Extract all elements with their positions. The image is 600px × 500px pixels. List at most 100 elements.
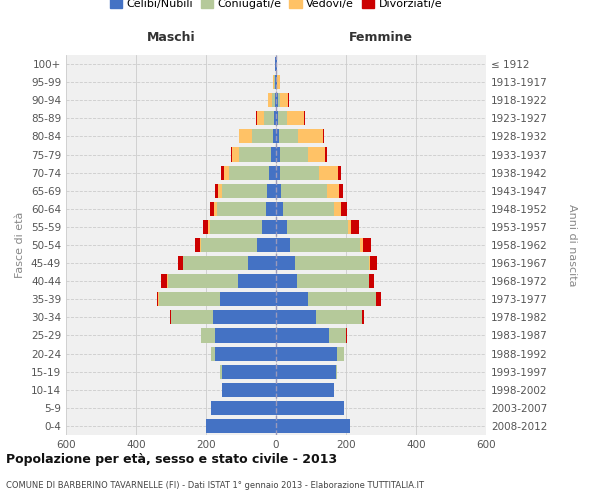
Bar (276, 292, 308, 306)
Bar (279, 130, 298, 143)
Bar (276, 202, 283, 216)
Bar (273, 75, 274, 89)
Bar (276, 148, 280, 162)
Bar (209, 220, 262, 234)
Bar (335, 364, 337, 378)
Bar (290, 238, 360, 252)
Bar (222, 364, 276, 378)
Bar (362, 310, 364, 324)
Bar (170, 310, 171, 324)
Bar (287, 112, 304, 126)
Bar (280, 148, 308, 162)
Bar (278, 112, 287, 126)
Legend: Celibi/Nubili, Coniugati/e, Vedovi/e, Divorziati/e: Celibi/Nubili, Coniugati/e, Vedovi/e, Di… (106, 0, 446, 14)
Bar (183, 256, 248, 270)
Bar (271, 148, 276, 162)
Bar (316, 310, 362, 324)
Bar (206, 419, 276, 433)
Bar (161, 274, 167, 288)
Bar (223, 166, 229, 179)
Bar (257, 112, 264, 126)
Bar (213, 310, 276, 324)
Bar (201, 328, 215, 342)
Bar (276, 346, 337, 360)
Bar (251, 130, 272, 143)
Bar (278, 93, 280, 108)
Bar (276, 75, 277, 89)
Bar (369, 256, 370, 270)
Bar (363, 238, 371, 252)
Bar (268, 93, 272, 108)
Bar (215, 346, 276, 360)
Bar (351, 220, 359, 234)
Bar (287, 220, 348, 234)
Bar (280, 166, 319, 179)
Bar (229, 166, 269, 179)
Bar (325, 148, 327, 162)
Bar (304, 112, 305, 126)
Y-axis label: Fasce di età: Fasce di età (16, 212, 25, 278)
Bar (167, 274, 238, 288)
Bar (276, 310, 316, 324)
Bar (238, 274, 276, 288)
Bar (276, 364, 335, 378)
Bar (222, 382, 276, 397)
Bar (319, 166, 338, 179)
Bar (214, 202, 217, 216)
Bar (276, 328, 329, 342)
Bar (209, 202, 214, 216)
Bar (280, 93, 288, 108)
Text: COMUNE DI BARBERINO TAVARNELLE (FI) - Dati ISTAT 1° gennaio 2013 - Elaborazione : COMUNE DI BARBERINO TAVARNELLE (FI) - Da… (6, 481, 424, 490)
Bar (276, 130, 279, 143)
Bar (208, 220, 209, 234)
Y-axis label: Anni di nascita: Anni di nascita (567, 204, 577, 286)
Bar (276, 166, 280, 179)
Bar (178, 256, 182, 270)
Bar (159, 292, 220, 306)
Bar (171, 310, 213, 324)
Bar (272, 93, 275, 108)
Bar (281, 184, 327, 198)
Bar (203, 220, 208, 234)
Bar (269, 166, 276, 179)
Bar (239, 130, 251, 143)
Bar (276, 112, 278, 126)
Bar (222, 184, 267, 198)
Bar (182, 256, 183, 270)
Bar (201, 238, 257, 252)
Bar (346, 328, 347, 342)
Bar (217, 202, 265, 216)
Bar (338, 166, 341, 179)
Text: Femmine: Femmine (349, 31, 413, 44)
Bar (370, 256, 377, 270)
Bar (157, 292, 158, 306)
Bar (248, 256, 276, 270)
Bar (267, 184, 276, 198)
Bar (348, 220, 351, 234)
Text: Popolazione per età, sesso e stato civile - 2013: Popolazione per età, sesso e stato civil… (6, 452, 337, 466)
Bar (337, 346, 344, 360)
Bar (276, 256, 295, 270)
Bar (230, 148, 232, 162)
Bar (274, 75, 275, 89)
Bar (275, 57, 276, 71)
Bar (215, 184, 218, 198)
Bar (264, 112, 274, 126)
Bar (308, 292, 376, 306)
Bar (360, 238, 363, 252)
Bar (218, 184, 222, 198)
Bar (265, 202, 276, 216)
Bar (257, 238, 276, 252)
Bar (272, 130, 276, 143)
Bar (276, 419, 349, 433)
Bar (277, 75, 280, 89)
Bar (262, 220, 276, 234)
Bar (276, 382, 334, 397)
Bar (220, 364, 222, 378)
Bar (295, 256, 369, 270)
Bar (221, 166, 223, 179)
Bar (274, 112, 276, 126)
Bar (211, 346, 215, 360)
Bar (232, 148, 239, 162)
Bar (195, 238, 200, 252)
